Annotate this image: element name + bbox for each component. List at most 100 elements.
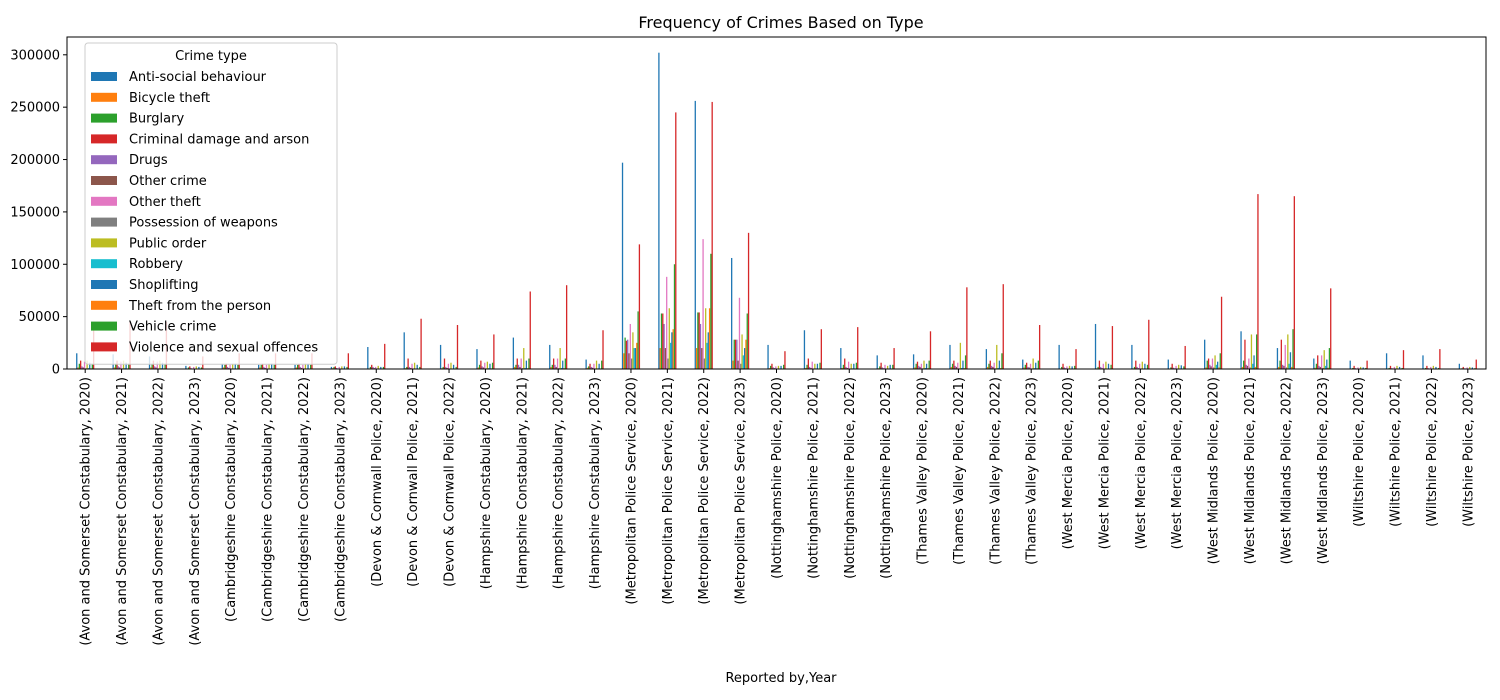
y-tick-label: 150000 — [10, 205, 60, 220]
bar — [954, 365, 956, 369]
bar — [950, 366, 952, 369]
y-tick-label: 50000 — [19, 310, 60, 325]
bar — [1022, 359, 1024, 369]
x-tick-label: (Nottinghamshire Police, 2022) — [843, 377, 858, 579]
bar — [668, 308, 670, 369]
bar — [844, 358, 846, 369]
bar — [517, 364, 520, 369]
bar — [920, 363, 923, 369]
bar — [164, 363, 166, 369]
bar — [736, 339, 738, 369]
bar — [516, 358, 518, 369]
bar — [346, 366, 348, 369]
bar — [710, 253, 712, 369]
bar — [598, 363, 600, 369]
bar — [552, 358, 555, 369]
bar — [1058, 344, 1060, 369]
bar — [816, 363, 819, 369]
bar — [1359, 366, 1362, 369]
bar — [1211, 358, 1214, 369]
x-tick-label: (Avon and Somerset Constabulary, 2023) — [188, 377, 203, 646]
bar — [636, 342, 638, 369]
bar — [1398, 366, 1401, 369]
bar — [659, 348, 661, 369]
bar — [1107, 363, 1110, 369]
bar — [959, 342, 962, 369]
bar — [189, 366, 191, 369]
bar — [1291, 366, 1293, 369]
bar — [629, 323, 631, 369]
bar — [1257, 194, 1259, 369]
bar — [1097, 366, 1099, 369]
bar — [701, 348, 703, 369]
x-axis: (Avon and Somerset Constabulary, 2020) (A… — [79, 369, 1476, 646]
bar — [1322, 367, 1324, 369]
legend-label: Theft from the person — [128, 299, 271, 314]
bar — [1133, 366, 1136, 369]
bar — [550, 366, 552, 369]
bar — [1243, 360, 1245, 369]
bar — [263, 366, 265, 369]
bar — [1469, 366, 1471, 369]
bar — [78, 363, 80, 369]
bar — [820, 329, 822, 369]
x-tick-label: (Thames Valley Police, 2023) — [1025, 377, 1040, 565]
bar — [1313, 358, 1315, 369]
bar — [260, 364, 262, 369]
bar — [1131, 344, 1133, 369]
bar — [1035, 362, 1037, 369]
bar — [1278, 366, 1280, 369]
bar — [1139, 363, 1141, 369]
bar — [1466, 367, 1468, 369]
bar — [1315, 363, 1318, 369]
bar — [477, 367, 479, 369]
bar — [666, 276, 668, 369]
bar — [519, 366, 521, 369]
x-tick-label: (Hampshire Constabulary, 2023) — [588, 377, 603, 589]
bar — [1293, 196, 1295, 369]
bar — [1102, 363, 1104, 369]
bar — [1241, 366, 1243, 369]
bar — [602, 330, 604, 369]
bar — [664, 348, 667, 369]
x-tick-label: (Cambridgeshire Constabulary, 2022) — [297, 377, 312, 622]
bar — [741, 334, 743, 369]
bar — [226, 366, 229, 369]
bar — [372, 366, 374, 369]
bar — [737, 360, 739, 369]
legend-label: Other crime — [129, 174, 207, 189]
bar — [237, 364, 239, 369]
bar — [560, 367, 563, 369]
bar — [524, 367, 526, 369]
bar — [371, 364, 373, 369]
bar — [775, 366, 777, 369]
bar — [1284, 344, 1286, 369]
bar — [1110, 364, 1112, 369]
bar — [846, 367, 848, 369]
bar — [185, 365, 187, 369]
bar — [962, 360, 964, 369]
bar — [1028, 367, 1030, 369]
x-tick-label: (Wiltshire Police, 2023) — [1461, 377, 1476, 527]
bar — [1289, 352, 1292, 369]
bar — [628, 353, 630, 369]
x-tick-label: (Avon and Somerset Constabulary, 2020) — [79, 377, 94, 646]
bar — [1281, 364, 1284, 369]
x-tick-label: (Hampshire Constabulary, 2022) — [552, 377, 567, 589]
bar — [79, 360, 82, 369]
bar — [420, 318, 422, 369]
bar — [489, 363, 491, 369]
bar — [113, 367, 116, 369]
bar — [840, 348, 842, 369]
bar — [523, 348, 525, 369]
bar — [928, 360, 930, 369]
bar — [1285, 367, 1288, 369]
legend-swatch — [91, 217, 117, 227]
x-tick-label: (Metropolitan Police Service, 2022) — [697, 377, 712, 605]
bar — [590, 366, 592, 369]
bar — [159, 360, 161, 369]
bar — [803, 330, 806, 369]
bars-group — [76, 52, 1477, 370]
legend-swatch — [91, 342, 117, 352]
legend-label: Violence and sexual offences — [129, 340, 318, 355]
